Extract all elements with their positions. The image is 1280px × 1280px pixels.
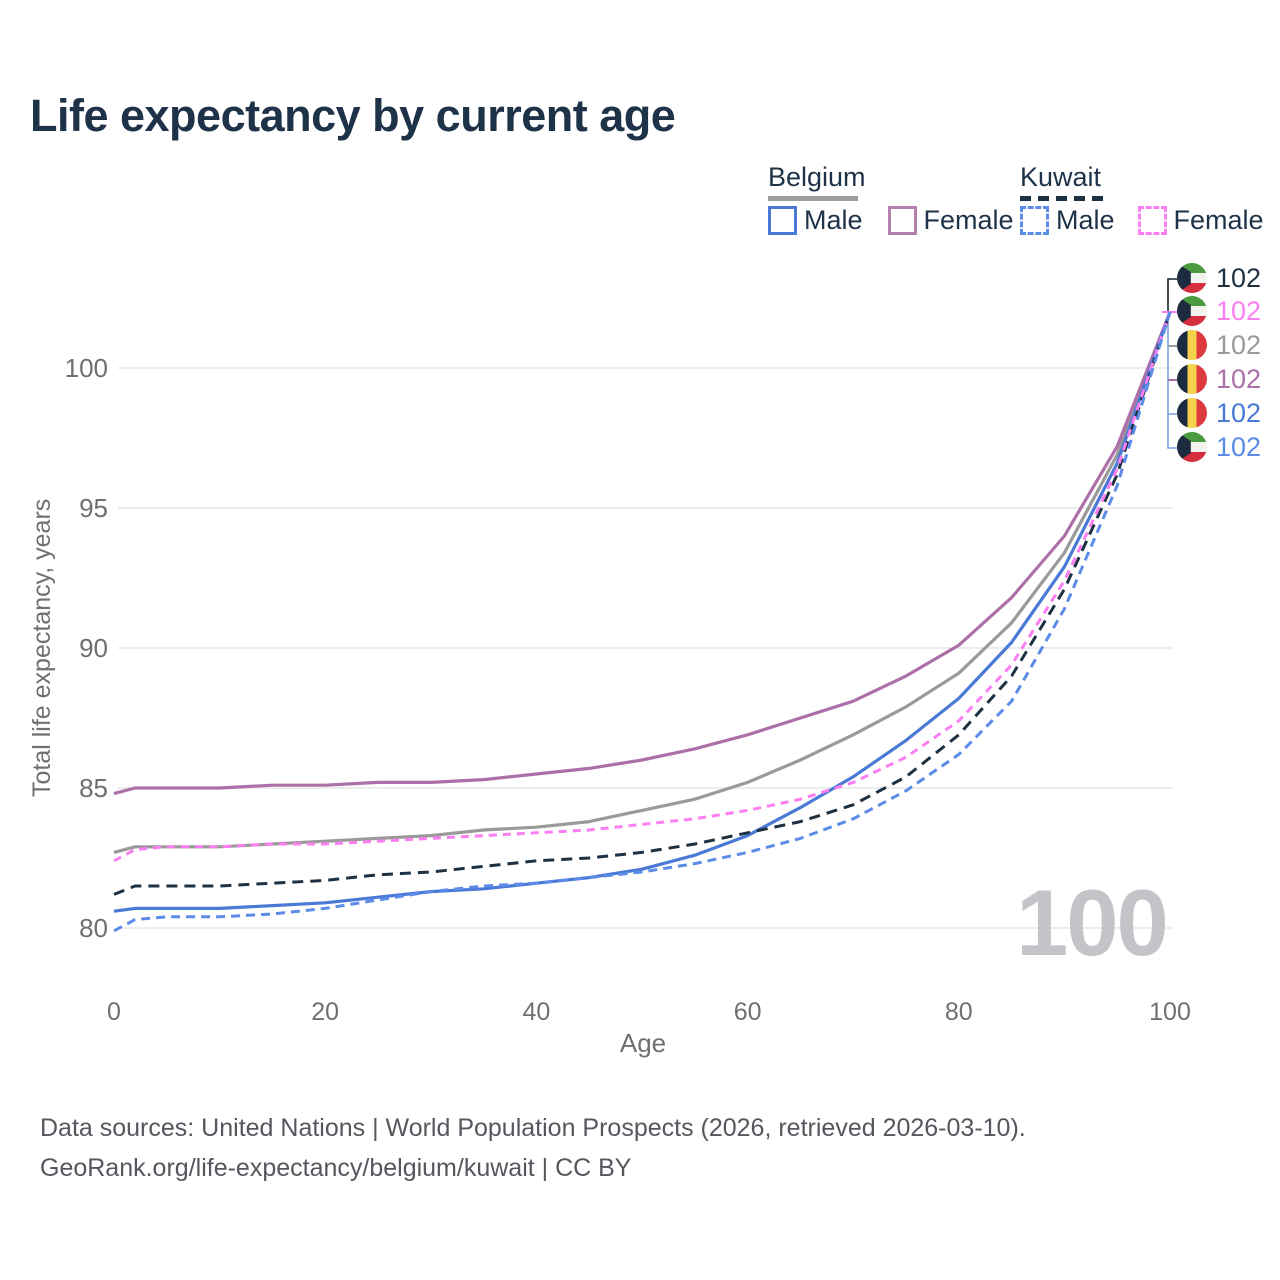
kuwait-dashed-line-sample <box>1020 196 1104 201</box>
end-label-value-4: 102 <box>1216 398 1262 428</box>
end-label-row-1: 102 <box>1177 296 1261 326</box>
legend-item-kuwait-male[interactable]: Male <box>1020 205 1115 236</box>
belgium-flag-icon <box>1177 364 1207 394</box>
kuwait-male-swatch-icon <box>1020 206 1049 235</box>
end-label-value-1: 102 <box>1216 296 1262 326</box>
footer-credits: Data sources: United Nations | World Pop… <box>40 1108 1026 1188</box>
legend-item-belgium-female[interactable]: Female <box>887 205 1014 236</box>
end-label-row-5: 102 <box>1177 432 1261 462</box>
legend-country-kuwait[interactable]: Kuwait <box>1020 162 1102 192</box>
legend-label-belgium-female: Female <box>923 205 1014 235</box>
series-line-belgium-both-sexes[interactable] <box>113 311 1172 854</box>
series-line-kuwait-female[interactable] <box>113 311 1172 863</box>
end-label-value-2: 102 <box>1216 330 1262 360</box>
legend-group-kuwait: Kuwait <box>1020 162 1104 201</box>
current-age-watermark: 100 <box>1016 870 1169 975</box>
kuwait-flag-icon <box>1177 432 1207 462</box>
end-label-row-3: 102 <box>1177 364 1261 394</box>
legend-item-kuwait-female[interactable]: Female <box>1137 205 1264 236</box>
y-tick-label-90: 90 <box>79 633 108 663</box>
georank-url-text: GeoRank.org/life-expectancy/belgium/kuwa… <box>40 1154 632 1182</box>
end-label-value-0: 102 <box>1216 263 1262 293</box>
x-tick-label-60: 60 <box>733 998 762 1026</box>
end-label-connector-0 <box>1167 278 1177 312</box>
legend-group-belgium: Belgium <box>768 162 866 201</box>
kuwait-flag-icon <box>1177 263 1207 293</box>
kuwait-flag-icon <box>1177 296 1207 326</box>
legend-items-kuwait: Male Female <box>1020 205 1264 236</box>
legend-label-kuwait-female: Female <box>1173 205 1264 235</box>
end-label-row-2: 102 <box>1177 330 1261 360</box>
data-sources-text: Data sources: United Nations | World Pop… <box>40 1114 1026 1142</box>
x-tick-label-20: 20 <box>311 998 340 1026</box>
series-line-belgium-female[interactable] <box>113 311 1172 796</box>
legend-label-belgium-male: Male <box>804 205 863 235</box>
belgium-solid-line-sample <box>768 196 858 201</box>
x-axis-title: Age <box>619 1028 667 1058</box>
x-tick-label-80: 80 <box>944 998 973 1026</box>
x-tick-label-40: 40 <box>522 998 551 1026</box>
y-tick-label-85: 85 <box>79 773 108 803</box>
legend-items-belgium: Male Female <box>768 205 1014 236</box>
end-label-row-4: 102 <box>1177 398 1261 428</box>
y-tick-label-80: 80 <box>79 913 108 943</box>
y-tick-label-100: 100 <box>64 353 108 383</box>
end-label-value-5: 102 <box>1216 432 1262 462</box>
legend-label-kuwait-male: Male <box>1056 205 1115 235</box>
chart-title: Life expectancy by current age <box>30 90 676 141</box>
belgium-male-swatch-icon <box>768 206 797 235</box>
kuwait-female-swatch-icon <box>1137 206 1167 235</box>
x-tick-label-100: 100 <box>1149 998 1191 1026</box>
end-label-value-3: 102 <box>1216 364 1262 394</box>
end-label-row-0: 102 <box>1177 263 1261 293</box>
x-tick-label-0: 0 <box>107 998 121 1026</box>
belgium-female-swatch-icon <box>887 206 917 235</box>
series-line-kuwait-both-sexes[interactable] <box>113 311 1172 896</box>
belgium-flag-icon <box>1177 398 1207 428</box>
y-tick-label-95: 95 <box>79 493 108 523</box>
legend-country-belgium[interactable]: Belgium <box>768 162 866 192</box>
legend-item-belgium-male[interactable]: Male <box>768 205 863 236</box>
end-label-connector-2 <box>1167 316 1177 449</box>
belgium-flag-icon <box>1177 330 1207 360</box>
series-line-belgium-male[interactable] <box>113 311 1172 913</box>
